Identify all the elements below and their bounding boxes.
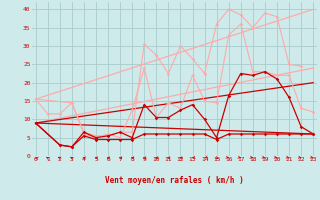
- X-axis label: Vent moyen/en rafales ( km/h ): Vent moyen/en rafales ( km/h ): [105, 176, 244, 185]
